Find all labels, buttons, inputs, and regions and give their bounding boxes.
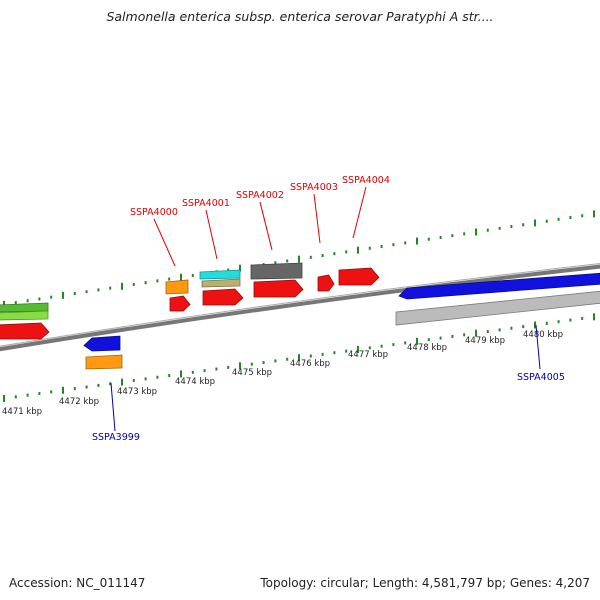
cds-red-sspa4003: [317, 274, 335, 292]
leader-line-sspa4003: [313, 193, 321, 244]
cds-khaki-sspa4001: [201, 278, 241, 288]
accession-label: Accession: NC_011147: [9, 576, 146, 590]
cds-red-sspa4001: [202, 288, 244, 306]
kbp-label: 4478 kbp: [407, 343, 447, 353]
kbp-label: 4471 kbp: [2, 407, 42, 417]
gene-label-sspa4003: SSPA4003: [290, 182, 338, 193]
kbp-label: 4472 kbp: [59, 397, 99, 407]
leader-line-sspa3999: [110, 382, 116, 432]
topology-label: Topology: circular; Length: 4,581,797 bp…: [260, 576, 590, 590]
cds-cyan-sspa4001: [199, 269, 241, 280]
cds-green-upper: [0, 302, 49, 313]
gene-label-sspa4002: SSPA4002: [236, 190, 284, 201]
leader-line-sspa4002: [259, 201, 273, 251]
kbp-label: 4480 kbp: [523, 330, 563, 340]
cds-red-sspa4002: [253, 279, 304, 298]
cds-red-sspa4000: [169, 295, 191, 312]
kbp-label: 4474 kbp: [175, 377, 215, 387]
gene-label-sspa4005: SSPA4005: [517, 372, 565, 383]
leader-line-sspa4004: [352, 186, 367, 239]
kbp-label: 4479 kbp: [465, 336, 505, 346]
cds-red-left: [0, 322, 50, 340]
kbp-label: 4476 kbp: [290, 359, 330, 369]
kbp-label: 4475 kbp: [232, 368, 272, 378]
gene-label-sspa4001: SSPA4001: [182, 198, 230, 209]
gene-label-sspa3999: SSPA3999: [92, 432, 140, 443]
cds-lightgray-sspa4005: [395, 290, 600, 326]
gene-label-sspa4004: SSPA4004: [342, 175, 390, 186]
cds-gray-sspa4002: [250, 262, 303, 280]
cds-green-lower: [0, 310, 49, 321]
kbp-label: 4477 kbp: [348, 350, 388, 360]
cds-orange-sspa3999: [85, 354, 123, 370]
leader-line-sspa4001: [205, 209, 218, 260]
backbone-highlight: [0, 263, 600, 347]
leader-line-sspa4000: [153, 218, 176, 267]
gene-label-sspa4000: SSPA4000: [130, 207, 178, 218]
kbp-label: 4473 kbp: [117, 387, 157, 397]
backbone-line: [0, 264, 600, 352]
cds-blue-sspa3999: [83, 335, 121, 352]
cds-red-sspa4004: [338, 267, 380, 286]
cds-orange-sspa4000: [165, 279, 189, 295]
genome-title: Salmonella enterica subsp. enterica sero…: [106, 9, 494, 24]
leader-line-sspa4005: [535, 324, 541, 370]
cds-blue-sspa4005: [398, 272, 600, 300]
